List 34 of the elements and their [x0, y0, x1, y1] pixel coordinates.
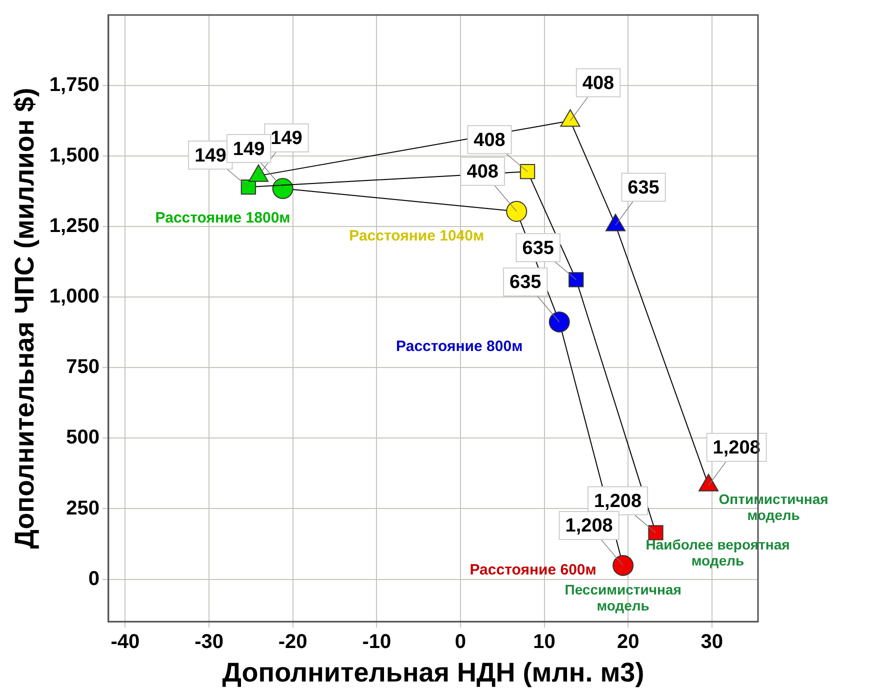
- annotation: Расстояние 600м: [470, 562, 596, 579]
- y-tick-label: 1,750: [49, 74, 100, 96]
- annotation: 149: [232, 138, 265, 160]
- y-tick-label: 1,500: [49, 144, 100, 167]
- y-tick-label: 500: [66, 426, 100, 449]
- x-axis-title: Дополнительная НДН (млн. м3): [222, 657, 644, 688]
- x-tick-label: 10: [533, 631, 556, 654]
- annotation: Расстояние 1800м: [155, 210, 290, 227]
- annotation: 149: [194, 145, 226, 166]
- annotation: 408: [582, 73, 614, 94]
- annotation: 408: [474, 130, 506, 151]
- x-tick-label: 0: [454, 631, 466, 654]
- x-tick-label: -10: [362, 631, 392, 654]
- annotation: Расстояние 1040м: [349, 228, 484, 245]
- series-label: Пессимистичная модель: [564, 581, 682, 614]
- y-tick-label: 750: [66, 356, 100, 378]
- x-tick-label: -20: [278, 631, 308, 654]
- annotation: 149: [270, 128, 302, 150]
- x-tick-label: 20: [616, 631, 640, 654]
- y-tick-label: 1,000: [49, 286, 100, 308]
- annotation: 635: [522, 238, 554, 259]
- annotation: 408: [466, 162, 498, 183]
- y-tick-label: 1,250: [49, 215, 100, 238]
- y-tick-label: 250: [66, 497, 100, 520]
- x-tick-label: -30: [194, 631, 224, 654]
- annotation: 635: [628, 177, 660, 198]
- x-tick-label: -40: [110, 631, 140, 654]
- y-axis-title: Дополнительная ЧПС (миллион $): [10, 88, 40, 549]
- annotation: 635: [510, 272, 542, 294]
- annotation: 1,208: [594, 490, 642, 512]
- annotation: Расстояние 800м: [396, 338, 523, 356]
- x-tick-label: 30: [700, 631, 724, 654]
- y-tick-label: 0: [88, 568, 100, 590]
- annotation: 1,208: [565, 516, 613, 537]
